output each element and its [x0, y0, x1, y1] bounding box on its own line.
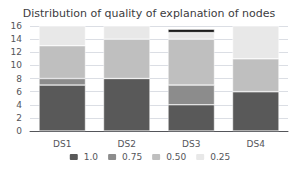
svg-text:0.25: 0.25 — [210, 152, 230, 162]
svg-text:10: 10 — [11, 60, 23, 70]
svg-text:1.0: 1.0 — [84, 152, 99, 162]
svg-text:2: 2 — [16, 113, 22, 123]
svg-text:16: 16 — [11, 21, 23, 31]
svg-text:DS4: DS4 — [247, 139, 266, 149]
svg-text:0.75: 0.75 — [122, 152, 142, 162]
svg-text:0: 0 — [16, 126, 22, 136]
svg-text:DS3: DS3 — [182, 139, 200, 149]
svg-text:14: 14 — [11, 34, 23, 44]
svg-text:4: 4 — [16, 100, 22, 110]
svg-text:12: 12 — [11, 47, 22, 57]
svg-text:DS1: DS1 — [53, 139, 71, 149]
svg-text:6: 6 — [16, 87, 22, 97]
svg-text:DS2: DS2 — [118, 139, 136, 149]
svg-text:Distribution of quality of exp: Distribution of quality of explanation o… — [23, 7, 276, 20]
svg-text:0.50: 0.50 — [166, 152, 186, 162]
svg-text:8: 8 — [16, 74, 22, 84]
